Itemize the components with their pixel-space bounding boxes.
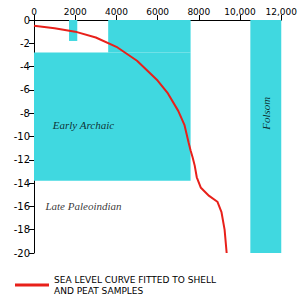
- svg-text:-18: -18: [14, 224, 30, 235]
- svg-text:Folsom: Folsom: [260, 97, 272, 131]
- svg-text:AND PEAT SAMPLES: AND PEAT SAMPLES: [54, 286, 144, 296]
- svg-text:-2: -2: [20, 38, 30, 49]
- svg-text:0: 0: [24, 15, 30, 26]
- svg-text:-14: -14: [14, 178, 30, 189]
- svg-text:-6: -6: [20, 84, 30, 95]
- svg-text:-20: -20: [14, 248, 30, 259]
- svg-text:6000: 6000: [146, 7, 169, 17]
- svg-text:-8: -8: [20, 108, 30, 119]
- svg-text:12,000: 12,000: [266, 7, 298, 17]
- svg-text:10,000: 10,000: [224, 7, 256, 17]
- svg-text:Early Archaic: Early Archaic: [52, 119, 115, 131]
- svg-text:SEA LEVEL CURVE FITTED TO SHEL: SEA LEVEL CURVE FITTED TO SHELL: [54, 275, 216, 285]
- svg-text:-10: -10: [14, 131, 30, 142]
- svg-text:-4: -4: [20, 61, 30, 72]
- svg-text:Late Paleoindian: Late Paleoindian: [44, 200, 122, 212]
- svg-text:8000: 8000: [187, 7, 210, 17]
- svg-text:2000: 2000: [64, 7, 87, 17]
- svg-text:-16: -16: [14, 201, 30, 212]
- svg-text:0: 0: [31, 7, 37, 17]
- svg-text:4000: 4000: [105, 7, 128, 17]
- svg-text:-12: -12: [14, 154, 30, 165]
